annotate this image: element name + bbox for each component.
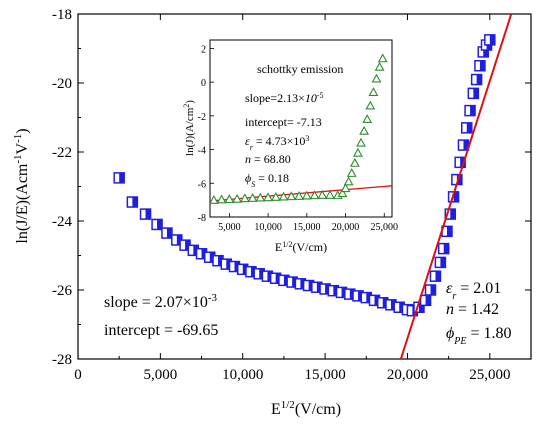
main-data-point <box>467 87 480 100</box>
main-fit-lines <box>399 14 513 359</box>
inset-data-point <box>349 157 360 167</box>
inset-data-point <box>340 183 351 193</box>
inset-n-annotation: n = 68.80 <box>245 152 291 166</box>
inset-phi-annotation: ϕS = 0.18 <box>245 171 289 189</box>
inset-intercept-annotation: intercept= -7.13 <box>245 115 322 129</box>
main-data-point <box>113 172 125 184</box>
inset-y-axis-label: ln(J)(A/cm2) <box>182 100 197 156</box>
main-data-point <box>444 208 457 220</box>
main-chart: 0 5,000 10,000 15,000 20,000 25,000-28-26-24-… <box>12 7 532 418</box>
main-x-tick-label: 0 <box>74 367 82 383</box>
main-data-point <box>434 256 447 269</box>
inset-data-point <box>317 189 328 199</box>
main-y-tick-label: -18 <box>52 7 72 23</box>
inset-y-tick-label: -8 <box>198 213 206 224</box>
main-data-point <box>161 227 173 239</box>
inset-background <box>209 39 393 218</box>
inset-data-point <box>368 87 379 97</box>
main-data-point <box>429 270 442 282</box>
main-data-point <box>126 196 139 208</box>
main-intercept-annotation: intercept = -69.65 <box>104 322 218 339</box>
inset-y-tick-label: -4 <box>198 146 206 157</box>
inset-x-tick-label: 25,000 <box>371 222 399 233</box>
main-data-point <box>461 122 473 134</box>
inset-data-point <box>309 190 320 200</box>
inset-data-point <box>263 192 274 202</box>
inset-data-point <box>239 193 250 203</box>
main-axis-ticks: 0 5,000 10,000 15,000 20,000 25,000-28-26-24-… <box>52 7 531 383</box>
main-fit-line <box>399 14 513 359</box>
inset-data-point <box>356 137 366 147</box>
main-n-annotation: n = 1.42 <box>446 301 499 318</box>
inset-data-point <box>255 192 266 202</box>
inset-data-point <box>371 73 382 83</box>
main-data-point <box>437 242 450 255</box>
inset-data-point <box>224 194 235 204</box>
inset-data-point <box>346 168 357 177</box>
inset-data-point <box>374 61 385 71</box>
main-x-tick-label: 10,000 <box>222 367 263 383</box>
inset-x-tick-label: 5,000 <box>218 222 241 233</box>
main-y-tick-label: -24 <box>52 214 72 230</box>
main-x-axis-label: E1/2(V/cm) <box>271 399 341 418</box>
inset-data-point <box>210 195 219 204</box>
main-y-tick-label: -26 <box>52 283 72 299</box>
inset-y-tick-label: -2 <box>198 112 206 123</box>
main-data-point <box>424 284 437 296</box>
inset-fit-lines <box>210 185 392 202</box>
inset-data-point <box>343 176 354 186</box>
main-x-tick-label: 15,000 <box>304 367 345 383</box>
inset-data-point <box>359 125 370 135</box>
main-y-tick-label: -28 <box>52 352 72 368</box>
main-slope-annotation: slope = 2.07×10-3 <box>104 292 217 311</box>
main-data-point <box>419 294 432 307</box>
main-x-tick-label: 5,000 <box>143 367 177 383</box>
main-data-points <box>113 34 496 317</box>
inset-data-point <box>301 190 312 200</box>
inset-y-tick-label: -6 <box>198 179 206 190</box>
inset-data-point <box>216 194 227 204</box>
inset-data-point <box>294 190 304 200</box>
inset-data-point <box>325 189 335 199</box>
main-data-point <box>151 218 163 231</box>
main-data-point <box>457 139 470 151</box>
inset-data-point <box>247 192 258 202</box>
inset-data-point <box>286 191 297 201</box>
main-data-point <box>474 60 486 72</box>
main-x-tick-label: 20,000 <box>387 367 428 383</box>
main-data-point <box>464 104 476 117</box>
main-x-tick-label: 25,000 <box>469 367 510 383</box>
inset-data-point <box>377 53 388 63</box>
inset-x-tick-label: 20,000 <box>332 222 360 233</box>
inset-y-tick-label: 0 <box>201 78 206 89</box>
inset-data-points <box>210 53 388 204</box>
inset-data-point <box>270 191 281 201</box>
inset-data-point <box>352 147 363 157</box>
inset-slope-annotation: slope=2.13×10-5 <box>245 91 324 106</box>
inset-fit-line <box>210 185 392 202</box>
inset-data-point <box>232 193 243 203</box>
main-phi-annotation: ϕPE = 1.80 <box>446 325 512 347</box>
inset-x-tick-label: 10,000 <box>254 222 282 233</box>
inset-axis-ticks: 5,000 10,000 15,000 20,000 25,000 -8 -6 -4 -2 0 2 <box>198 44 398 233</box>
inset-data-point <box>337 188 348 198</box>
inset-epsilon-annotation: εr = 4.73×103 <box>245 134 309 152</box>
main-epsilon-annotation: εr = 2.01 <box>446 280 501 302</box>
main-data-point <box>454 156 466 169</box>
inset-title: schottky emission <box>257 62 343 76</box>
inset-data-point <box>362 114 373 123</box>
inset-x-axis-label: E1/2(V/cm) <box>275 240 327 255</box>
inset-data-point <box>365 100 376 110</box>
main-data-point <box>139 208 152 220</box>
main-data-point <box>484 34 496 46</box>
main-y-axis-label: ln(J/E)(Acm-1V-1) <box>12 128 31 243</box>
inset-data-point <box>278 191 289 201</box>
main-y-tick-label: -20 <box>52 76 72 92</box>
inset-chart: 5,000 10,000 15,000 20,000 25,000-8-6-4-202 … <box>182 39 398 255</box>
inset-x-tick-label: 15,000 <box>293 222 321 233</box>
inset-y-tick-label: 2 <box>201 44 206 55</box>
main-data-point <box>470 73 483 86</box>
main-y-tick-label: -22 <box>52 145 72 161</box>
